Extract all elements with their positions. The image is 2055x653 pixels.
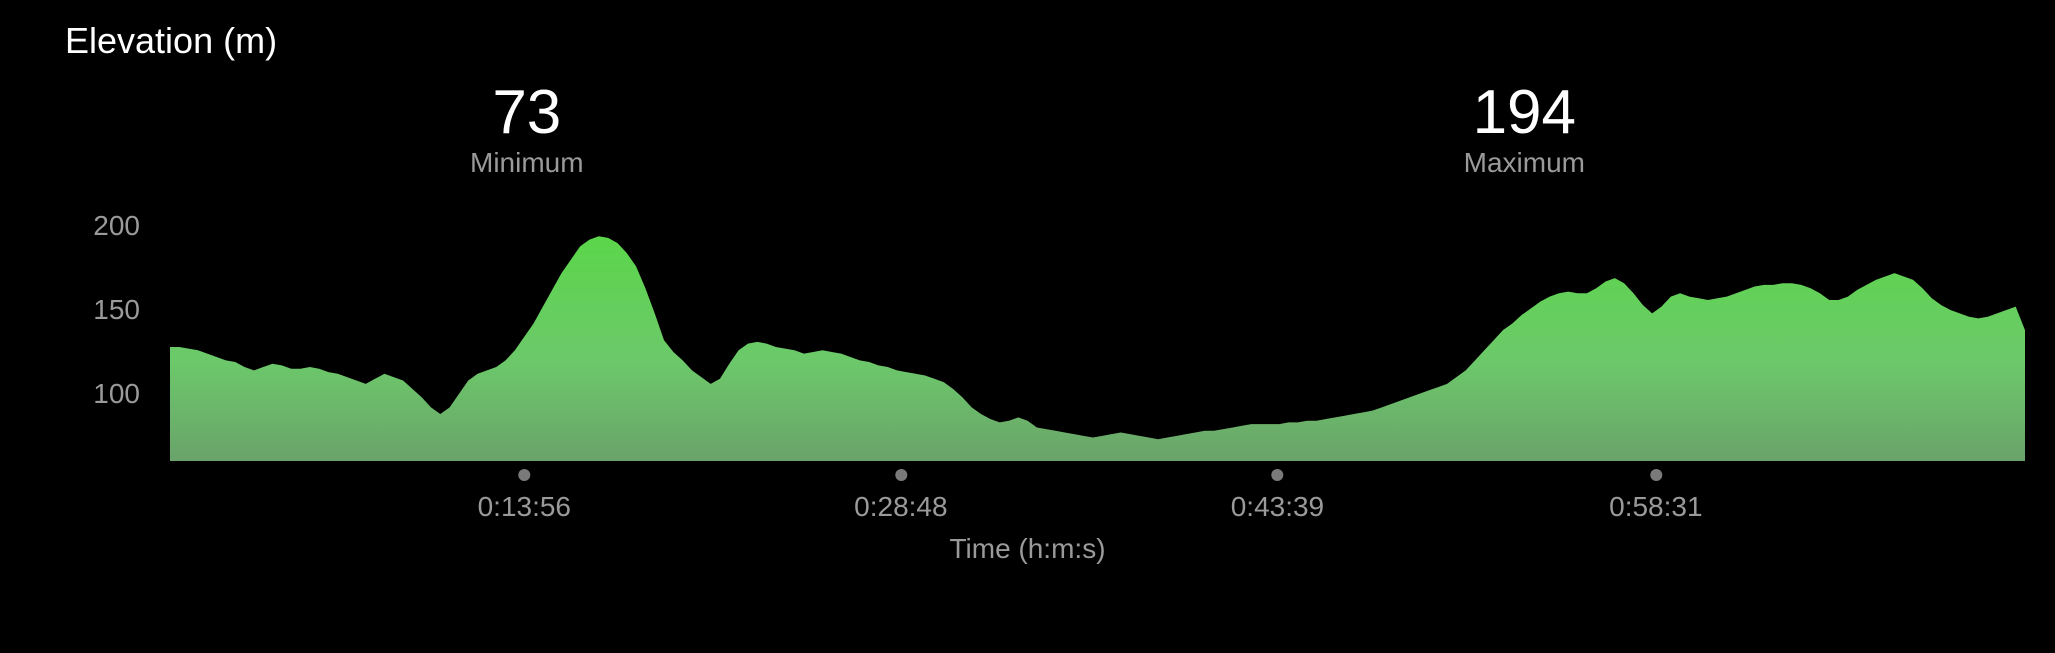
chart-title: Elevation (m) <box>65 20 2025 62</box>
x-tick: 0:58:31 <box>1609 461 1702 523</box>
x-tick-label: 0:13:56 <box>478 491 571 523</box>
y-tick-label: 150 <box>93 294 140 326</box>
x-tick-dot <box>895 469 907 481</box>
stat-max-value: 194 <box>1464 80 1585 145</box>
x-axis-title: Time (h:m:s) <box>30 533 2025 565</box>
x-tick-dot <box>1650 469 1662 481</box>
elevation-panel: Elevation (m) 73 Minimum 194 Maximum 100… <box>0 0 2055 653</box>
stat-minimum: 73 Minimum <box>470 80 584 179</box>
x-tick: 0:28:48 <box>854 461 947 523</box>
chart-area: 100 150 200 <box>30 201 2025 461</box>
x-axis: 0:13:56 0:28:48 0:43:39 0:58:31 <box>170 461 2025 531</box>
x-tick-label: 0:43:39 <box>1231 491 1324 523</box>
x-tick: 0:13:56 <box>478 461 571 523</box>
stat-min-label: Minimum <box>470 147 584 179</box>
x-tick: 0:43:39 <box>1231 461 1324 523</box>
stat-maximum: 194 Maximum <box>1464 80 1585 179</box>
x-tick-label: 0:58:31 <box>1609 491 1702 523</box>
x-tick-dot <box>518 469 530 481</box>
y-tick-label: 100 <box>93 378 140 410</box>
y-tick-label: 200 <box>93 210 140 242</box>
x-tick-dot <box>1271 469 1283 481</box>
stat-min-value: 73 <box>470 80 584 145</box>
stat-max-label: Maximum <box>1464 147 1585 179</box>
plot-zone <box>170 201 2025 461</box>
elevation-area-svg <box>170 201 2025 461</box>
stats-row: 73 Minimum 194 Maximum <box>30 80 2025 179</box>
x-tick-label: 0:28:48 <box>854 491 947 523</box>
y-axis: 100 150 200 <box>30 201 170 461</box>
